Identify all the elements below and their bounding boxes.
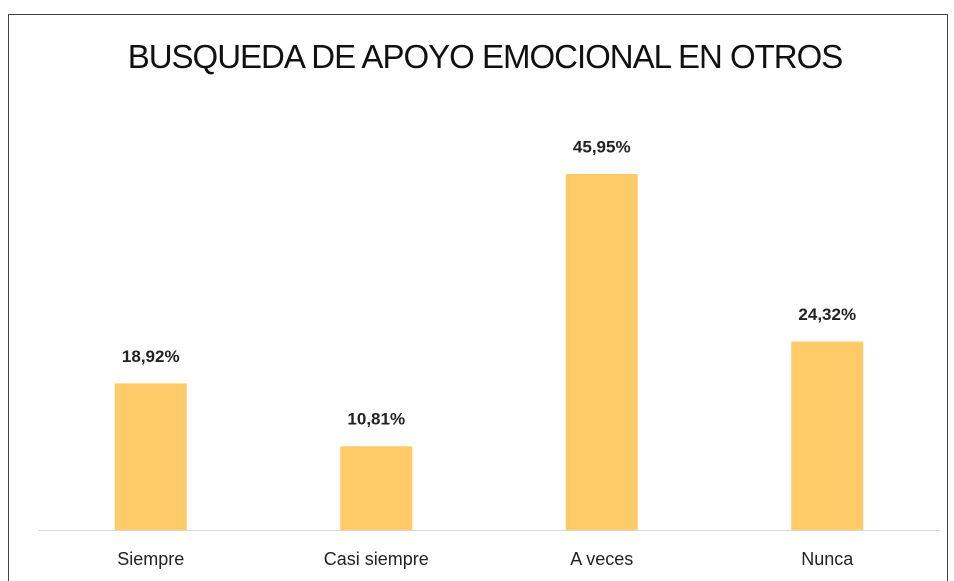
x-tick-label: Siempre bbox=[117, 549, 184, 569]
data-label: 18,92% bbox=[122, 347, 180, 366]
bar bbox=[791, 341, 864, 530]
x-tick-label: A veces bbox=[570, 549, 633, 569]
data-label: 24,32% bbox=[798, 305, 856, 324]
x-tick-label: Nunca bbox=[801, 549, 854, 569]
bar bbox=[565, 174, 638, 530]
x-tick-label: Casi siempre bbox=[324, 549, 429, 569]
chart-frame bbox=[8, 14, 948, 581]
chart-title: BUSQUEDA DE APOYO EMOCIONAL EN OTROS bbox=[127, 38, 844, 75]
data-label: 10,81% bbox=[347, 410, 405, 429]
data-label: 45,95% bbox=[573, 137, 631, 156]
bar bbox=[114, 383, 187, 530]
bar bbox=[340, 446, 413, 530]
